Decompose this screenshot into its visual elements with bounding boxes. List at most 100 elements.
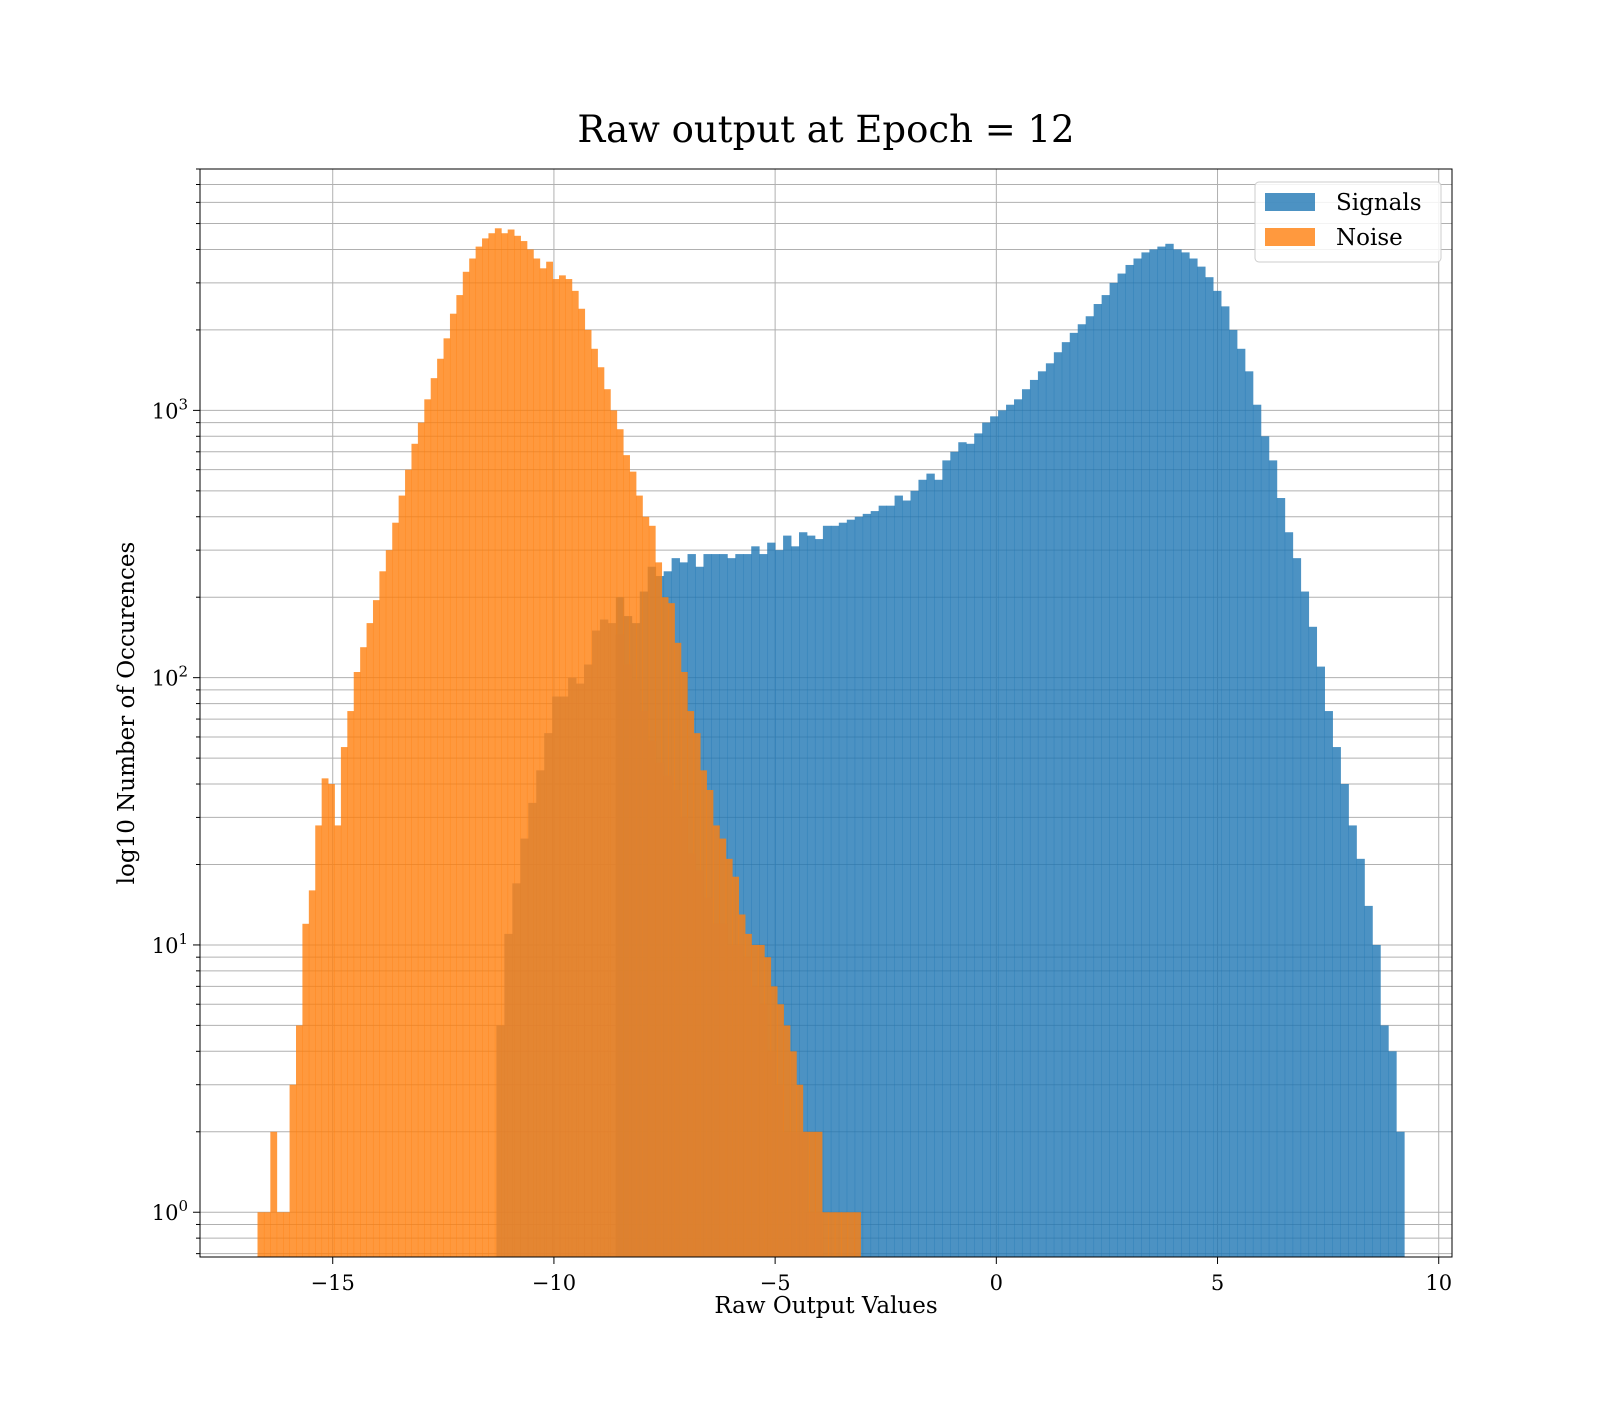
- histogram-bar: [405, 469, 412, 1257]
- histogram-bar: [982, 422, 991, 1258]
- histogram-bar: [1037, 371, 1047, 1257]
- histogram-bar: [533, 258, 541, 1258]
- histogram-bar: [639, 711, 649, 1257]
- histogram-bar: [1077, 324, 1087, 1257]
- histogram-bar: [759, 554, 768, 1257]
- histogram-bar: [1173, 249, 1182, 1257]
- histogram-bar: [647, 740, 657, 1257]
- histogram-bar: [958, 442, 967, 1258]
- histogram-bar: [1125, 264, 1134, 1258]
- histogram-bar: [385, 550, 393, 1257]
- histogram-bar: [918, 479, 927, 1257]
- histogram-bar: [791, 546, 800, 1257]
- histogram-bar: [1372, 944, 1381, 1257]
- legend: Signals Noise: [1254, 181, 1442, 263]
- histogram-bar: [347, 711, 355, 1257]
- histogram-bar: [1021, 389, 1031, 1257]
- histogram-bar: [496, 1025, 505, 1257]
- histogram-bar: [607, 623, 617, 1257]
- histogram-bar: [360, 647, 367, 1257]
- histogram-bar: [482, 238, 489, 1257]
- histogram-bar: [526, 249, 534, 1257]
- histogram-bar: [263, 1212, 271, 1257]
- histogram-bar: [759, 1004, 768, 1257]
- histogram-bar: [830, 525, 840, 1257]
- histogram-bar: [631, 680, 641, 1257]
- histogram-bar: [1268, 460, 1278, 1257]
- histogram-bar: [372, 600, 380, 1257]
- histogram-bar: [392, 522, 400, 1257]
- histogram-bar: [799, 532, 808, 1257]
- histogram-bar: [1189, 258, 1198, 1258]
- histogram-bar: [1085, 316, 1095, 1257]
- histogram-bar: [838, 522, 848, 1257]
- histogram-bar: [1029, 379, 1039, 1257]
- histogram-bar: [1221, 306, 1230, 1257]
- histogram-bar: [743, 957, 752, 1257]
- histogram-bar: [1260, 436, 1270, 1258]
- histogram-bar: [990, 416, 999, 1258]
- histogram-bar: [815, 1131, 823, 1257]
- histogram-bar: [735, 554, 744, 1257]
- x-tick-label: 0: [990, 1271, 1003, 1295]
- histogram-bar: [366, 623, 374, 1257]
- histogram-bar: [456, 295, 464, 1258]
- histogram-bar: [507, 229, 515, 1257]
- histogram-bar: [767, 1051, 776, 1257]
- x-tick-label: −5: [760, 1271, 791, 1295]
- histogram-bar: [1236, 348, 1246, 1257]
- histogram-bar: [296, 1025, 303, 1257]
- histogram-bar: [998, 410, 1007, 1257]
- histogram-bar: [283, 1212, 290, 1257]
- histogram-bar: [475, 246, 483, 1257]
- histogram-bar: [321, 778, 329, 1257]
- x-axis-label: Raw Output Values: [714, 1293, 937, 1319]
- histogram-bar: [1229, 329, 1238, 1257]
- histogram-bar: [711, 923, 720, 1257]
- histogram-bar: [520, 838, 529, 1257]
- histogram-bar: [828, 1212, 836, 1257]
- histogram-bar: [846, 519, 856, 1257]
- histogram-bar: [679, 817, 688, 1257]
- histogram-bar: [822, 1212, 829, 1257]
- histogram-bar: [862, 513, 872, 1257]
- y-tick-label: 100: [152, 1197, 188, 1225]
- histogram-bar: [257, 1212, 265, 1257]
- histogram-bar: [1197, 266, 1206, 1257]
- histogram-bar: [398, 495, 406, 1257]
- histogram-bar: [623, 664, 633, 1257]
- histogram-bar: [584, 664, 593, 1257]
- histogram-bar: [655, 762, 665, 1257]
- histogram-bar: [512, 883, 521, 1257]
- histogram-bar: [424, 399, 432, 1258]
- histogram-bar: [878, 505, 888, 1257]
- histogram-bar: [775, 1084, 784, 1257]
- histogram-bar: [449, 313, 457, 1258]
- plot-frame: [199, 168, 1453, 1258]
- histogram-bar: [1292, 558, 1302, 1257]
- histogram-bar: [1093, 304, 1103, 1257]
- legend-swatch-noise: [1265, 228, 1315, 246]
- histogram-bar: [340, 747, 348, 1257]
- histogram-bar: [328, 784, 335, 1257]
- histogram-bar: [1348, 825, 1357, 1257]
- histogram-bar: [926, 473, 935, 1258]
- histogram-bar: [910, 490, 919, 1257]
- histogram-bar: [514, 235, 521, 1257]
- histogram-bar: [539, 268, 547, 1258]
- histogram-bar: [270, 1131, 278, 1257]
- histogram-bar: [894, 495, 903, 1257]
- histogram-bar: [1252, 404, 1262, 1258]
- y-tick-label: 103: [152, 395, 188, 423]
- histogram-bar: [1213, 290, 1222, 1258]
- histogram-bar: [599, 619, 609, 1257]
- histogram-bar: [1284, 532, 1294, 1257]
- histogram-bar: [488, 233, 496, 1257]
- histogram-bar: [1157, 246, 1166, 1257]
- histogram-bar: [1356, 858, 1365, 1257]
- histogram-bar: [663, 775, 673, 1257]
- histogram-bar: [591, 630, 601, 1257]
- histogram-bar: [544, 733, 553, 1257]
- histogram-bar: [536, 770, 545, 1257]
- histogram-bar: [552, 696, 561, 1257]
